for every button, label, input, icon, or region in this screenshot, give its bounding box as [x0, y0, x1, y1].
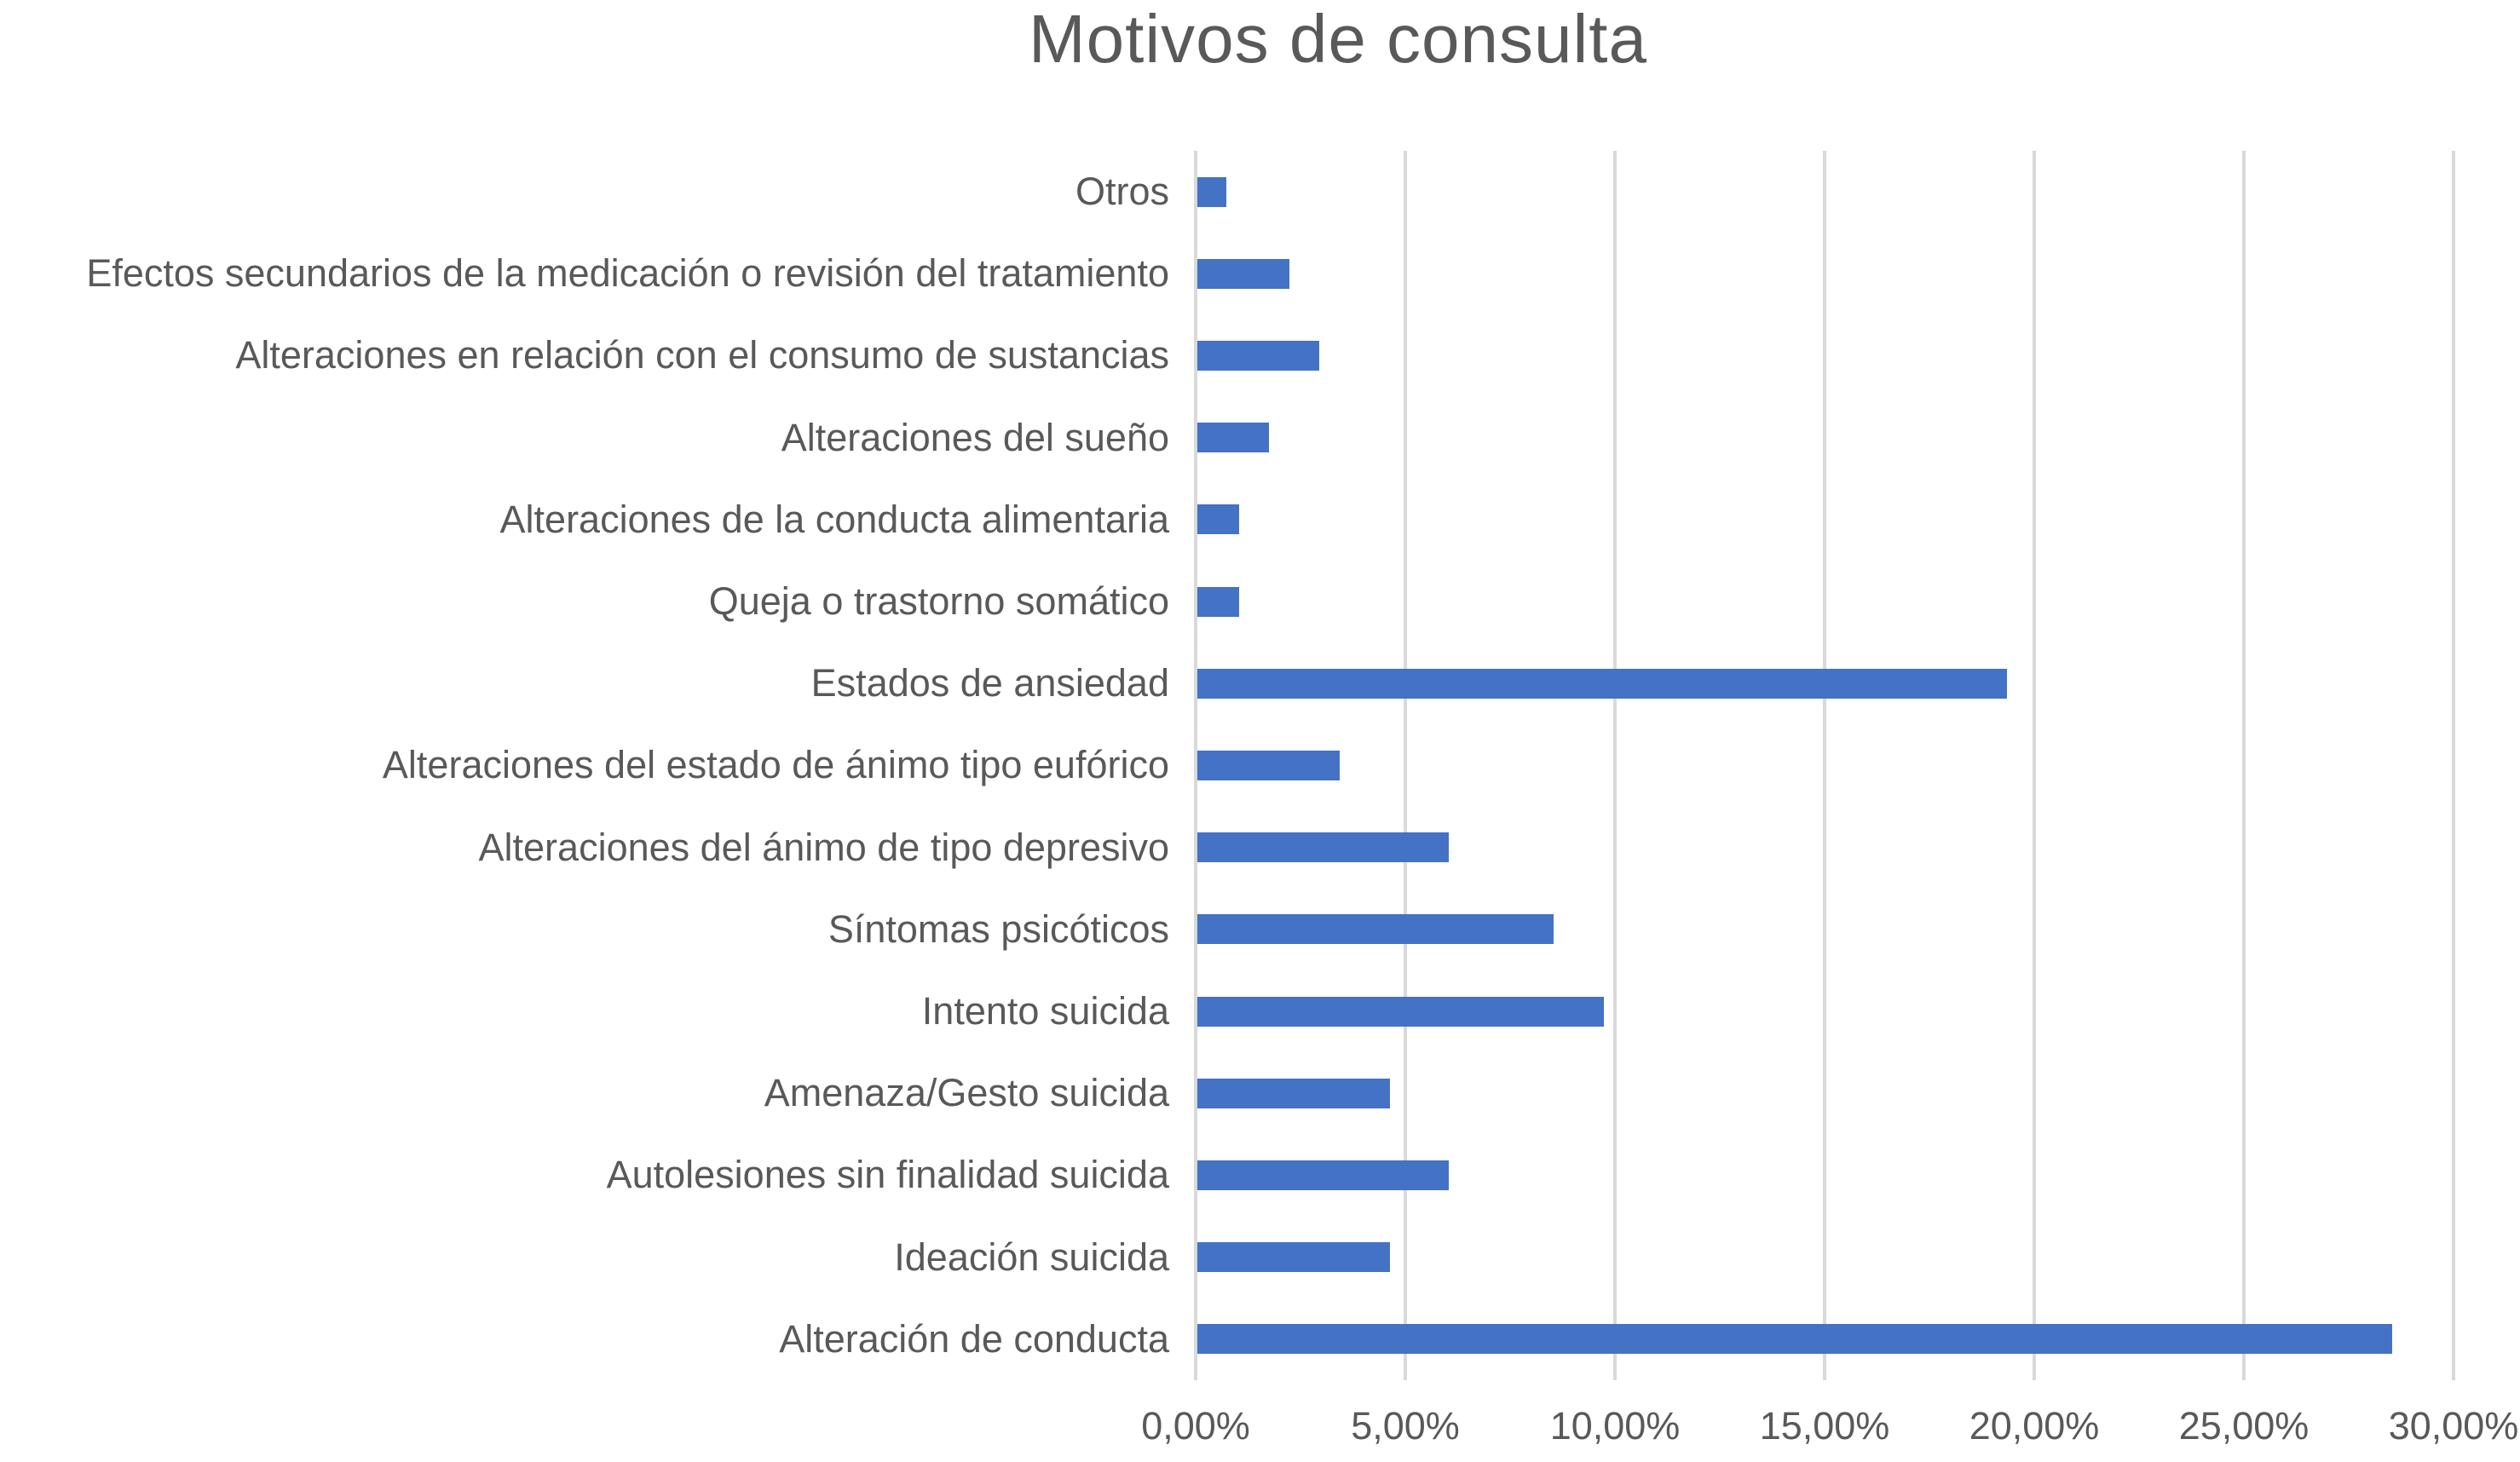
category-label: Autolesiones sin finalidad suicida	[606, 1153, 1169, 1197]
bar	[1197, 668, 2007, 699]
value-axis: 0,00% 5,00% 10,00% 15,00% 20,00% 25,00% 30,00%	[1141, 1404, 2518, 1455]
category-label: Intento suicida	[921, 989, 1169, 1033]
gridline	[2242, 151, 2246, 1380]
bar	[1197, 1078, 1391, 1108]
category-label: Amenaza/Gesto suicida	[764, 1071, 1169, 1115]
category-label: Queja o trastorno somático	[708, 579, 1169, 624]
category-label: Alteraciones de la conducta alimentaria	[499, 497, 1169, 541]
bar	[1197, 1160, 1450, 1190]
x-tick-label: 0,00%	[1141, 1404, 1250, 1448]
bar	[1197, 423, 1269, 453]
category-label: Alteraciones en relación con el consumo …	[235, 333, 1169, 377]
category-label: Síntomas psicóticos	[828, 907, 1169, 951]
category-axis: Otros Efectos secundarios de la medicació…	[0, 151, 1169, 1380]
x-tick-label: 10,00%	[1549, 1404, 1681, 1448]
bar	[1197, 914, 1554, 945]
x-tick-label: 25,00%	[2178, 1404, 2310, 1448]
bar	[1197, 341, 1319, 371]
gridline	[1613, 151, 1617, 1380]
category-label: Otros	[1075, 170, 1169, 214]
category-label: Estados de ansiedad	[810, 661, 1169, 705]
category-label: Alteraciones del estado de ánimo tipo eu…	[382, 743, 1169, 787]
bar	[1197, 832, 1450, 863]
category-label: Alteración de conducta	[779, 1316, 1169, 1361]
x-tick-label: 5,00%	[1351, 1404, 1460, 1448]
bar	[1197, 996, 1605, 1027]
chart-title: Motivos de consulta	[1028, 1, 1648, 77]
x-tick-label: 30,00%	[2388, 1404, 2519, 1448]
x-tick-label: 20,00%	[1969, 1404, 2100, 1448]
x-tick-label: 15,00%	[1759, 1404, 1890, 1448]
bar	[1197, 586, 1240, 617]
category-label: Efectos secundarios de la medicación o r…	[86, 251, 1169, 296]
gridline	[1404, 151, 1407, 1380]
gridline	[1823, 151, 1826, 1380]
category-label: Alteraciones del sueño	[781, 415, 1169, 459]
bar	[1197, 1324, 2393, 1355]
bar	[1197, 504, 1240, 535]
bar	[1197, 751, 1341, 780]
plot-area	[1194, 151, 2455, 1380]
bar	[1197, 258, 1290, 289]
gridline	[2452, 151, 2455, 1380]
bar	[1197, 176, 1227, 207]
gridline	[1194, 151, 1197, 1380]
category-label: Alteraciones del ánimo de tipo depresivo	[478, 825, 1169, 869]
gridline	[2033, 151, 2036, 1380]
category-label: Ideación suicida	[894, 1235, 1169, 1279]
bar	[1197, 1242, 1391, 1273]
